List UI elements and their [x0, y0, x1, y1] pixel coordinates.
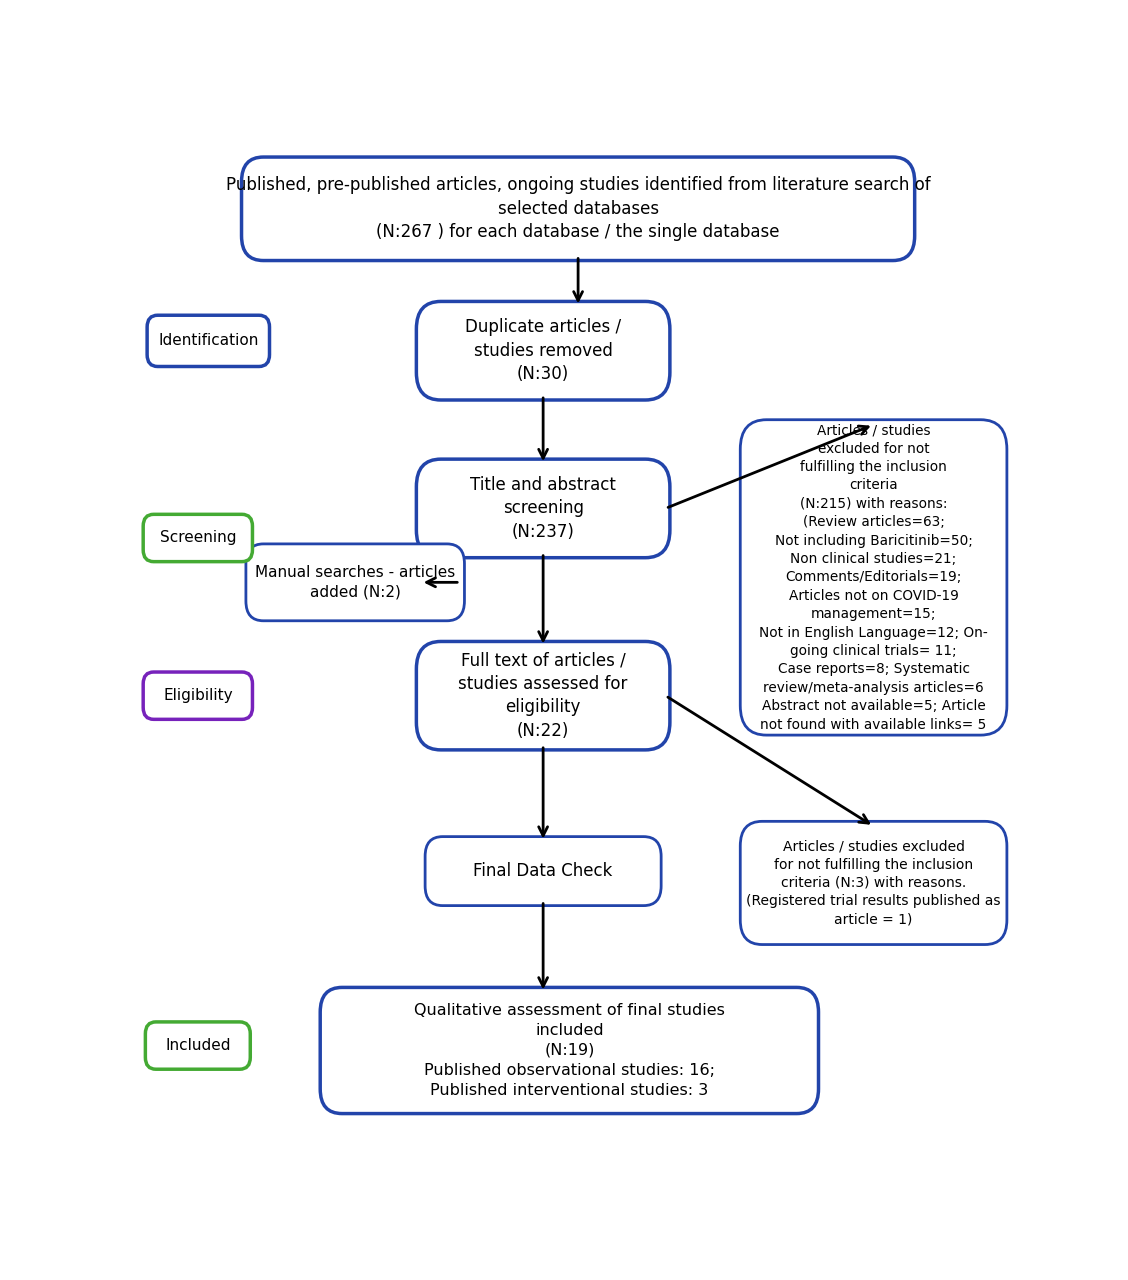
Text: Eligibility: Eligibility [164, 689, 232, 703]
Text: Duplicate articles /
studies removed
(N:30): Duplicate articles / studies removed (N:… [465, 319, 622, 383]
FancyBboxPatch shape [146, 1021, 250, 1069]
Text: Full text of articles /
studies assessed for
eligibility
(N:22): Full text of articles / studies assessed… [458, 652, 628, 740]
FancyBboxPatch shape [143, 672, 253, 719]
FancyBboxPatch shape [416, 641, 670, 750]
Text: Published, pre-published articles, ongoing studies identified from literature se: Published, pre-published articles, ongoi… [226, 177, 931, 242]
Text: Qualitative assessment of final studies
included
(N:19)
Published observational : Qualitative assessment of final studies … [414, 1004, 725, 1097]
FancyBboxPatch shape [147, 315, 270, 366]
FancyBboxPatch shape [425, 837, 661, 906]
FancyBboxPatch shape [143, 515, 253, 562]
Text: Included: Included [165, 1038, 230, 1053]
FancyBboxPatch shape [416, 301, 670, 399]
Text: Articles / studies
excluded for not
fulfilling the inclusion
criteria
(N:215) wi: Articles / studies excluded for not fulf… [759, 424, 988, 732]
FancyBboxPatch shape [246, 544, 465, 621]
FancyBboxPatch shape [320, 987, 819, 1114]
Text: Manual searches - articles
added (N:2): Manual searches - articles added (N:2) [255, 564, 456, 600]
FancyBboxPatch shape [416, 460, 670, 558]
Text: Title and abstract
screening
(N:237): Title and abstract screening (N:237) [470, 476, 616, 541]
FancyBboxPatch shape [740, 420, 1007, 735]
Text: Screening: Screening [159, 530, 236, 545]
Text: Identification: Identification [158, 333, 258, 348]
FancyBboxPatch shape [740, 822, 1007, 945]
Text: Final Data Check: Final Data Check [474, 863, 613, 881]
Text: Articles / studies excluded
for not fulfilling the inclusion
criteria (N:3) with: Articles / studies excluded for not fulf… [747, 840, 1001, 927]
FancyBboxPatch shape [241, 157, 915, 261]
